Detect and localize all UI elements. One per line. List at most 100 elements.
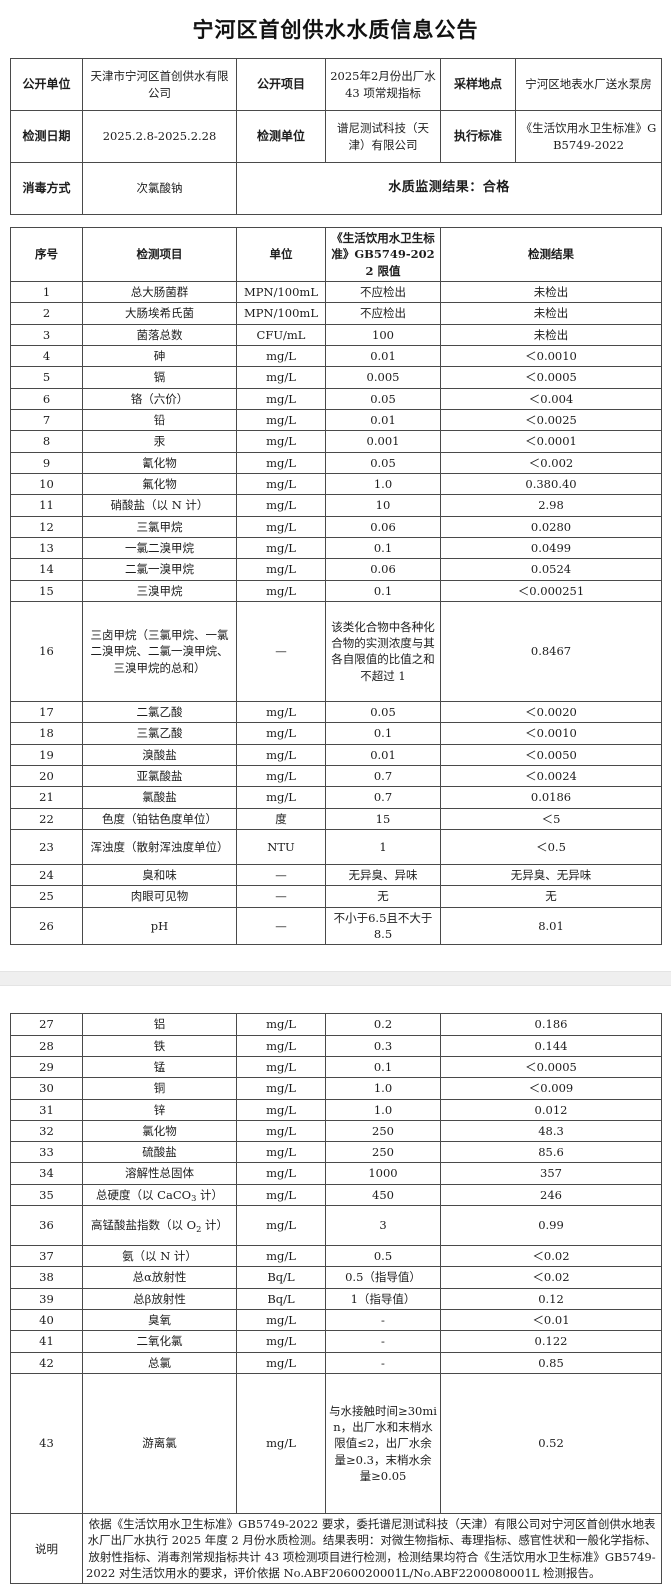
table-row: 17 二氯乙酸 mg/L 0.05 ＜0.0020 (10, 700, 662, 724)
cell-seq: 11 (10, 494, 83, 517)
note-text: 依据《生活饮用水卫生标准》GB5749-2022 要求，委托谱尼测试科技（天津）… (82, 1513, 662, 1585)
results-table-part1: 序号 检测项目 单位 《生活饮用水卫生标准》GB5749-2022 限值 检测结… (10, 227, 662, 946)
cell-seq: 26 (10, 906, 83, 946)
cell-seq: 33 (10, 1141, 83, 1164)
table-row: 1 总大肠菌群 MPN/100mL 不应检出 未检出 (10, 280, 662, 304)
info-table: 公开单位 天津市宁河区首创供水有限公司 公开项目 2025年2月份出厂水 43 … (10, 58, 662, 215)
cell-item: 总氯 (82, 1351, 237, 1375)
cell-seq: 34 (10, 1162, 83, 1185)
cell-result: ＜0.0005 (440, 366, 662, 389)
table-row: 6 铬（六价） mg/L 0.05 ＜0.004 (10, 387, 662, 410)
cell-unit: mg/L (236, 408, 326, 432)
cell-item: 肉眼可见物 (82, 885, 237, 908)
cell-result: ＜0.02 (440, 1245, 662, 1268)
cell-limit: 该类化合物中各种化合物的实测浓度与其各自限值的比值之和不超过 1 (325, 600, 441, 702)
cell-limit: - (325, 1351, 441, 1375)
info-label-project: 公开项目 (236, 58, 326, 111)
cell-item: 二氯一溴甲烷 (82, 558, 237, 581)
table-row: 43 游离氯 mg/L 与水接触时间≥30min，出厂水和末梢水限值≤2，出厂水余量≥… (10, 1373, 662, 1515)
cell-result: 246 (440, 1183, 662, 1207)
cell-result: 2.98 (440, 494, 662, 517)
cell-limit: 0.7 (325, 786, 441, 809)
cell-unit: mg/L (236, 700, 326, 724)
info-label-sample-site: 采样地点 (440, 58, 516, 111)
table-row: 35 总硬度（以 CaCO3 计） mg/L 450 246 (10, 1183, 662, 1207)
cell-result: ＜0.0050 (440, 743, 662, 766)
cell-item: 锌 (82, 1098, 237, 1121)
cell-item: 铅 (82, 408, 237, 432)
cell-item: 镉 (82, 366, 237, 389)
cell-result: 0.122 (440, 1330, 662, 1353)
cell-unit: mg/L (236, 579, 326, 602)
results-body-part2: 27 铝 mg/L 0.2 0.186 28 铁 mg/L 0.3 0.144 29 锰 mg/L 0.1… (10, 1013, 662, 1515)
info-row-2: 检测日期 2025.2.8-2025.2.28 检测单位 谱尼测试科技（天津）有… (10, 110, 662, 163)
cell-item: 二氧化氯 (82, 1330, 237, 1353)
table-row: 14 二氯一溴甲烷 mg/L 0.06 0.0524 (10, 558, 662, 581)
cell-seq: 10 (10, 472, 83, 496)
cell-limit: 0.1 (325, 579, 441, 602)
cell-seq: 30 (10, 1077, 83, 1100)
results-table-part2-wrapper: 27 铝 mg/L 0.2 0.186 28 铁 mg/L 0.3 0.144 29 锰 mg/L 0.1… (0, 1013, 671, 1585)
cell-unit: mg/L (236, 1309, 326, 1332)
cell-unit: mg/L (236, 1373, 326, 1515)
cell-limit: 0.2 (325, 1013, 441, 1036)
table-row: 22 色度（铂钴色度单位）度 15 ＜5 (10, 807, 662, 830)
cell-item: 三氯乙酸 (82, 722, 237, 745)
cell-result: 0.144 (440, 1034, 662, 1057)
cell-limit: 1（指导值） (325, 1287, 441, 1311)
cell-result: 0.186 (440, 1013, 662, 1036)
cell-result: ＜0.0001 (440, 430, 662, 453)
cell-unit: mg/L (236, 451, 326, 474)
cell-limit: 0.05 (325, 451, 441, 474)
cell-result: ＜0.004 (440, 387, 662, 410)
col-header-seq: 序号 (10, 227, 83, 282)
cell-item: 游离氯 (82, 1373, 237, 1515)
cell-limit: 250 (325, 1119, 441, 1143)
cell-unit: mg/L (236, 786, 326, 809)
cell-seq: 18 (10, 722, 83, 745)
cell-item: 三氯甲烷 (82, 515, 237, 538)
cell-unit: mg/L (236, 1141, 326, 1164)
table-row: 37 氨（以 N 计） mg/L 0.5 ＜0.02 (10, 1245, 662, 1268)
col-header-result: 检测结果 (440, 227, 662, 282)
cell-result: 未检出 (440, 302, 662, 325)
table-row: 11 硝酸盐（以 N 计） mg/L 10 2.98 (10, 494, 662, 517)
info-value-test-org: 谱尼测试科技（天津）有限公司 (325, 110, 441, 163)
cell-seq: 40 (10, 1309, 83, 1332)
table-row: 26 pH — 不小于6.5且不大于8.5 8.01 (10, 906, 662, 946)
page-break-strip (0, 971, 671, 987)
cell-result: 0.0280 (440, 515, 662, 538)
table-row: 19 溴酸盐 mg/L 0.01 ＜0.0050 (10, 743, 662, 766)
cell-seq: 32 (10, 1119, 83, 1143)
cell-limit: 0.05 (325, 700, 441, 724)
table-row: 15 三溴甲烷 mg/L 0.1 ＜0.000251 (10, 579, 662, 602)
cell-unit: mg/L (236, 1034, 326, 1057)
cell-result: ＜0.002 (440, 451, 662, 474)
cell-seq: 20 (10, 764, 83, 788)
cell-result: 0.52 (440, 1373, 662, 1515)
info-table-wrapper: 公开单位 天津市宁河区首创供水有限公司 公开项目 2025年2月份出厂水 43 … (0, 58, 671, 215)
table-row: 16 三卤甲烷（三氯甲烷、一氯二溴甲烷、二氯一溴甲烷、三溴甲烷的总和） — 该类化合物… (10, 600, 662, 702)
cell-result: ＜0.0010 (440, 722, 662, 745)
info-label-test-date: 检测日期 (10, 110, 83, 163)
cell-unit: mg/L (236, 472, 326, 496)
table-row: 41 二氧化氯 mg/L -0.122 (10, 1330, 662, 1353)
cell-seq: 24 (10, 863, 83, 887)
cell-seq: 14 (10, 558, 83, 581)
table-row: 36 高锰酸盐指数（以 O2 计） mg/L 3 0.99 (10, 1205, 662, 1247)
info-value-project: 2025年2月份出厂水 43 项常规指标 (325, 58, 441, 111)
cell-limit: 1.0 (325, 1077, 441, 1100)
cell-limit: 不应检出 (325, 280, 441, 304)
cell-unit: mg/L (236, 430, 326, 453)
cell-result: ＜0.01 (440, 1309, 662, 1332)
info-value-unit: 天津市宁河区首创供水有限公司 (82, 58, 237, 111)
cell-limit: 无 (325, 885, 441, 908)
cell-limit: 1.0 (325, 472, 441, 496)
table-row: 29 锰 mg/L 0.1 ＜0.0005 (10, 1055, 662, 1079)
info-value-disinfection: 次氯酸钠 (82, 162, 237, 215)
cell-item: 氯酸盐 (82, 786, 237, 809)
cell-result: ＜0.0020 (440, 700, 662, 724)
cell-seq: 2 (10, 302, 83, 325)
cell-limit: 1000 (325, 1162, 441, 1185)
cell-limit: 100 (325, 323, 441, 346)
